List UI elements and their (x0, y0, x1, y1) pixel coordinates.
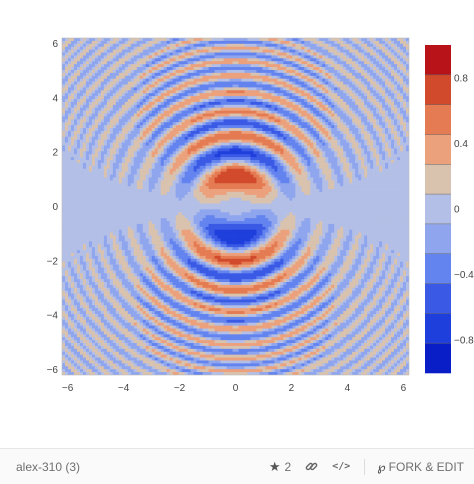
colorbar-band (425, 134, 451, 165)
colorbar-band (425, 45, 451, 76)
colorbar-tick-label: 0.4 (454, 139, 468, 150)
contour-chart: −6 −4 −2 0 2 4 6 −6 −4 −2 0 2 4 6 0.8 0.4 0 −0.4 −0.8 (47, 37, 474, 394)
colorbar-band (425, 164, 451, 195)
footer-divider (364, 458, 366, 475)
colorbar-band (425, 253, 451, 284)
colorbar-tick-label: −0.8 (454, 336, 474, 347)
colorbar: 0.8 0.4 0 −0.4 −0.8 (425, 45, 474, 374)
x-tick-label: −2 (174, 383, 186, 394)
share-link-button[interactable] (305, 460, 318, 473)
colorbar-band (425, 223, 451, 255)
star-icon: ★ (268, 458, 281, 474)
author-link[interactable]: alex-310 (3) (16, 459, 81, 474)
x-tick-label: 2 (289, 383, 295, 394)
colorbar-band (425, 74, 451, 105)
colorbar-band (425, 104, 451, 135)
contour-cells (62, 38, 409, 375)
colorbar-band (425, 313, 451, 344)
y-tick-label: −4 (47, 311, 59, 322)
colorbar-band (425, 194, 451, 225)
star-count: 2 (284, 459, 292, 474)
y-tick-label: −6 (47, 365, 59, 376)
link-icon (305, 462, 318, 471)
y-tick-label: 4 (52, 93, 58, 104)
embed-code-button[interactable]: </> (332, 461, 351, 472)
y-tick-label: 6 (52, 39, 58, 50)
colorbar-band (425, 283, 451, 314)
footer-bar: alex-310 (3) ★ 2 </> ℘ FORK & EDIT (0, 448, 474, 484)
chart-svg: −6 −4 −2 0 2 4 6 −6 −4 −2 0 2 4 6 0.8 0.4 0 −0.4 −0.8 (47, 37, 474, 394)
x-tick-label: −6 (62, 383, 74, 394)
y-tick-label: −2 (47, 256, 59, 267)
x-tick-label: 4 (345, 383, 351, 394)
colorbar-tick-label: 0 (454, 205, 460, 216)
x-tick-label: 6 (401, 383, 407, 394)
colorbar-band (425, 343, 451, 374)
fork-edit-button[interactable]: ℘ FORK & EDIT (377, 460, 464, 474)
colorbar-tick-label: −0.4 (454, 270, 474, 281)
star-button[interactable]: ★ 2 (269, 459, 291, 475)
axes: −6 −4 −2 0 2 4 6 −6 −4 −2 0 2 4 6 (47, 37, 410, 394)
fork-icon: ℘ (377, 459, 386, 474)
fork-edit-label: FORK & EDIT (388, 459, 464, 474)
plot-border (61, 37, 410, 376)
contour-plot-area (62, 38, 409, 375)
x-tick-label: 0 (233, 383, 239, 394)
y-tick-label: 2 (52, 148, 58, 159)
x-tick-label: −4 (118, 383, 130, 394)
colorbar-tick-label: 0.8 (454, 73, 468, 84)
y-tick-label: 0 (52, 202, 58, 213)
